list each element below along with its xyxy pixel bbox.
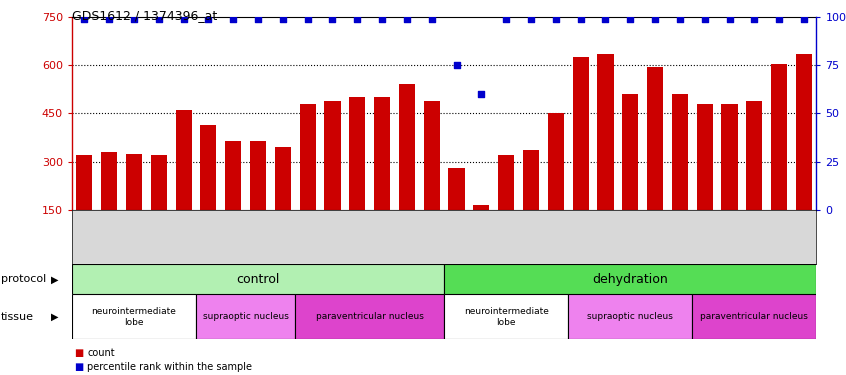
- Point: [152, 16, 166, 22]
- Bar: [696, 104, 713, 258]
- Point: [78, 16, 91, 22]
- Point: [698, 16, 711, 22]
- Point: [326, 16, 339, 22]
- Bar: [444, 264, 816, 294]
- Text: supraoptic nucleus: supraoptic nucleus: [203, 312, 288, 321]
- Bar: [771, 63, 788, 258]
- Point: [251, 16, 265, 22]
- Point: [350, 16, 364, 22]
- Text: count: count: [87, 348, 115, 358]
- Text: ▶: ▶: [52, 274, 58, 284]
- Text: supraoptic nucleus: supraoptic nucleus: [587, 312, 673, 321]
- Point: [624, 16, 637, 22]
- Text: neurointermediate
lobe: neurointermediate lobe: [464, 307, 548, 327]
- Bar: [72, 264, 444, 294]
- Text: GDS1612 / 1374396_at: GDS1612 / 1374396_at: [72, 9, 217, 22]
- Bar: [444, 294, 569, 339]
- Point: [102, 16, 116, 22]
- Bar: [569, 294, 692, 339]
- Bar: [349, 98, 365, 258]
- Point: [227, 16, 240, 22]
- Bar: [151, 155, 167, 258]
- Point: [549, 16, 563, 22]
- Bar: [299, 104, 316, 258]
- Bar: [374, 98, 390, 258]
- Point: [376, 16, 389, 22]
- Bar: [175, 110, 192, 258]
- Point: [276, 16, 289, 22]
- Bar: [76, 155, 92, 258]
- Bar: [692, 294, 816, 339]
- Bar: [523, 150, 539, 258]
- Bar: [746, 100, 762, 258]
- Point: [772, 16, 786, 22]
- Bar: [275, 147, 291, 258]
- Point: [400, 16, 414, 22]
- Point: [574, 16, 587, 22]
- Point: [525, 16, 538, 22]
- Bar: [647, 67, 663, 258]
- Text: neurointermediate
lobe: neurointermediate lobe: [91, 307, 176, 327]
- Bar: [573, 57, 589, 258]
- Point: [177, 16, 190, 22]
- Point: [425, 16, 438, 22]
- Text: ▶: ▶: [52, 312, 58, 322]
- Text: control: control: [236, 273, 280, 286]
- Bar: [225, 141, 241, 258]
- Point: [201, 16, 215, 22]
- Bar: [796, 54, 812, 258]
- Point: [499, 16, 513, 22]
- Bar: [324, 100, 341, 258]
- Bar: [295, 294, 444, 339]
- Bar: [622, 94, 639, 258]
- Bar: [672, 94, 688, 258]
- Bar: [398, 84, 415, 258]
- Point: [673, 16, 687, 22]
- Bar: [250, 141, 266, 258]
- Point: [599, 16, 613, 22]
- Point: [648, 16, 662, 22]
- Text: paraventricular nucleus: paraventricular nucleus: [316, 312, 424, 321]
- Bar: [101, 152, 118, 258]
- Point: [722, 16, 736, 22]
- Bar: [72, 294, 196, 339]
- Bar: [201, 125, 217, 258]
- Bar: [722, 104, 738, 258]
- Text: dehydration: dehydration: [592, 273, 668, 286]
- Bar: [498, 155, 514, 258]
- Text: paraventricular nucleus: paraventricular nucleus: [700, 312, 808, 321]
- Bar: [424, 100, 440, 258]
- Point: [475, 91, 488, 97]
- Bar: [126, 154, 142, 258]
- Point: [127, 16, 140, 22]
- Text: percentile rank within the sample: percentile rank within the sample: [87, 362, 252, 372]
- Bar: [547, 113, 564, 258]
- Point: [301, 16, 315, 22]
- Bar: [196, 294, 295, 339]
- Point: [748, 16, 761, 22]
- Bar: [448, 168, 464, 258]
- Text: ■: ■: [74, 362, 84, 372]
- Point: [797, 16, 810, 22]
- Text: ■: ■: [74, 348, 84, 358]
- Point: [450, 62, 464, 68]
- Text: tissue: tissue: [1, 312, 34, 322]
- Bar: [597, 54, 613, 258]
- Text: protocol: protocol: [1, 274, 46, 284]
- Bar: [473, 205, 490, 258]
